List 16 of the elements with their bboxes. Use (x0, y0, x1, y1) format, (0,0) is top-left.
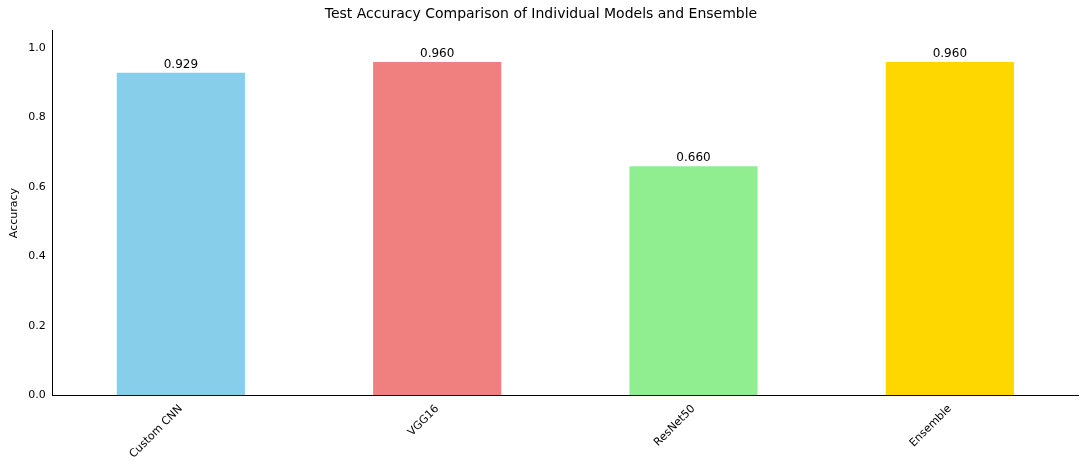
chart-title: Test Accuracy Comparison of Individual Models and Ensemble (323, 5, 758, 22)
y-tick-label: 0.8 (28, 110, 46, 124)
bar (116, 72, 245, 396)
y-tick-label: 0.6 (28, 179, 46, 193)
bar (629, 166, 758, 396)
data-label: 0.929 (163, 56, 199, 71)
bar (885, 62, 1014, 396)
y-tick-label: 0.4 (28, 249, 46, 263)
y-axis-title: Accuracy (7, 187, 21, 239)
data-label: 0.660 (676, 150, 711, 165)
y-tick-label: 0.0 (28, 388, 46, 402)
data-label: 0.960 (420, 46, 455, 61)
y-tick-label: 0.2 (28, 318, 46, 332)
data-label: 0.960 (932, 46, 968, 61)
bar (373, 62, 502, 396)
y-tick-label: 1.0 (28, 41, 46, 55)
